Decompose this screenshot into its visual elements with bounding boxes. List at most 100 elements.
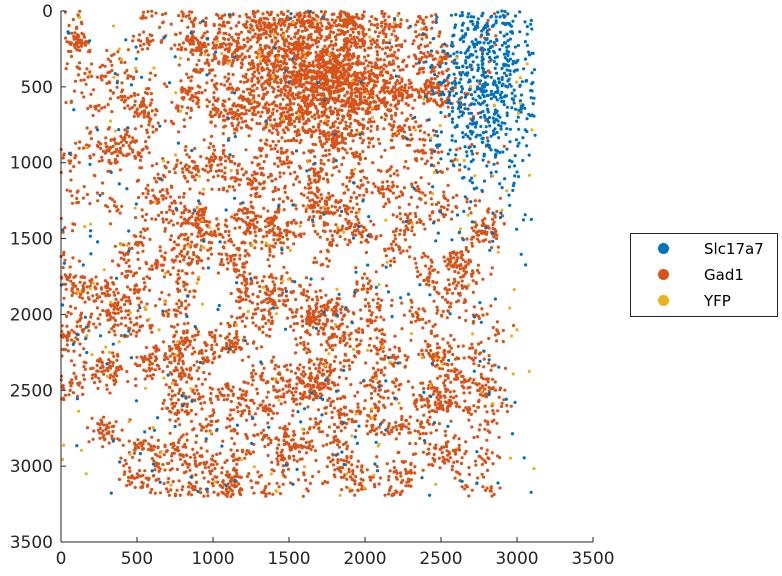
point-gad1 xyxy=(452,256,456,260)
point-gad1 xyxy=(467,465,471,470)
point-gad1 xyxy=(429,331,433,335)
point-gad1 xyxy=(295,402,299,406)
point-gad1 xyxy=(496,454,500,458)
point-gad1 xyxy=(421,222,426,226)
point-gad1 xyxy=(238,403,242,407)
point-gad1 xyxy=(487,336,491,341)
point-gad1 xyxy=(276,225,280,229)
point-gad1 xyxy=(477,229,482,233)
point-gad1 xyxy=(432,452,436,457)
point-gad1 xyxy=(292,458,296,462)
point-gad1 xyxy=(412,233,416,237)
point-gad1 xyxy=(441,337,445,341)
point-gad1 xyxy=(366,281,370,286)
point-gad1 xyxy=(210,361,214,365)
point-gad1 xyxy=(229,429,233,433)
point-gad1 xyxy=(302,193,306,197)
point-gad1 xyxy=(414,261,418,265)
point-gad1 xyxy=(236,338,240,342)
point-gad1 xyxy=(305,446,309,450)
point-gad1 xyxy=(274,363,278,367)
point-gad1 xyxy=(244,398,248,402)
point-gad1 xyxy=(324,293,328,297)
point-gad1 xyxy=(398,25,402,29)
point-gad1 xyxy=(383,148,387,152)
point-gad1 xyxy=(133,448,137,452)
point-gad1 xyxy=(213,333,217,338)
point-gad1 xyxy=(339,429,343,433)
point-gad1 xyxy=(290,199,294,203)
point-gad1 xyxy=(414,23,418,27)
point-gad1 xyxy=(476,342,481,346)
point-gad1 xyxy=(267,129,272,133)
point-gad1 xyxy=(348,179,352,183)
point-gad1 xyxy=(422,278,426,283)
point-gad1 xyxy=(235,405,239,409)
point-gad1 xyxy=(213,467,217,471)
point-gad1 xyxy=(193,338,197,342)
point-gad1 xyxy=(281,200,285,204)
point-gad1 xyxy=(256,302,260,306)
point-gad1 xyxy=(186,76,191,80)
point-gad1 xyxy=(231,154,235,158)
point-gad1 xyxy=(394,111,398,115)
point-gad1 xyxy=(100,158,104,163)
point-gad1 xyxy=(204,439,208,443)
point-gad1 xyxy=(184,167,189,172)
point-gad1 xyxy=(355,202,359,206)
point-gad1 xyxy=(295,343,299,347)
point-gad1 xyxy=(83,300,87,304)
point-gad1 xyxy=(390,362,395,366)
point-gad1 xyxy=(437,355,441,359)
point-gad1 xyxy=(175,448,179,452)
point-gad1 xyxy=(446,363,450,367)
point-gad1 xyxy=(347,238,351,242)
point-gad1 xyxy=(353,394,357,398)
point-gad1 xyxy=(126,475,131,479)
point-gad1 xyxy=(489,272,493,276)
point-gad1 xyxy=(267,482,271,486)
point-gad1 xyxy=(339,311,343,315)
point-gad1 xyxy=(211,413,215,417)
point-gad1 xyxy=(89,367,93,371)
point-gad1 xyxy=(351,469,355,473)
point-gad1 xyxy=(230,121,234,125)
point-gad1 xyxy=(494,388,498,392)
point-gad1 xyxy=(73,79,78,83)
point-gad1 xyxy=(316,376,320,380)
point-gad1 xyxy=(319,206,323,210)
point-gad1 xyxy=(449,301,453,305)
point-gad1 xyxy=(486,377,490,381)
point-gad1 xyxy=(199,155,203,159)
point-gad1 xyxy=(215,43,219,47)
point-gad1 xyxy=(86,107,90,111)
point-gad1 xyxy=(176,221,180,225)
point-gad1 xyxy=(254,214,258,218)
point-gad1 xyxy=(359,96,363,100)
point-gad1 xyxy=(101,350,105,354)
point-gad1 xyxy=(128,302,132,306)
point-gad1 xyxy=(206,248,210,252)
point-gad1 xyxy=(335,425,339,429)
point-gad1 xyxy=(379,357,383,361)
point-gad1 xyxy=(251,292,255,296)
point-gad1 xyxy=(375,80,380,84)
point-gad1 xyxy=(224,31,228,36)
point-gad1 xyxy=(139,16,143,20)
point-gad1 xyxy=(457,405,461,409)
point-gad1 xyxy=(472,235,476,239)
point-gad1 xyxy=(362,272,367,276)
point-gad1 xyxy=(200,36,204,40)
point-gad1 xyxy=(163,227,167,231)
point-gad1 xyxy=(165,85,169,89)
point-gad1 xyxy=(210,401,214,405)
point-gad1 xyxy=(264,225,268,229)
point-gad1 xyxy=(451,464,455,468)
point-gad1 xyxy=(242,335,246,339)
point-gad1 xyxy=(256,306,260,310)
point-gad1 xyxy=(354,233,358,237)
point-gad1 xyxy=(63,282,68,286)
point-gad1 xyxy=(299,220,303,225)
point-gad1 xyxy=(276,380,280,385)
point-gad1 xyxy=(76,73,81,77)
